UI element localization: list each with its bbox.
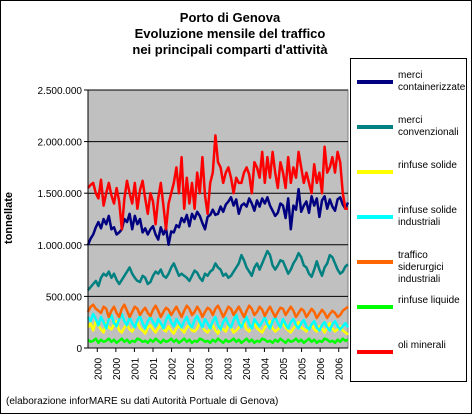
y-tick-label: 500.000 xyxy=(46,292,83,303)
legend-label: rinfuse solide xyxy=(398,160,457,171)
series-line-merci-containerizzate xyxy=(86,187,350,247)
x-tick-label: 2000 xyxy=(112,357,123,380)
x-tick-label: 2004 xyxy=(260,357,271,380)
series-line-merci-convenzionali xyxy=(87,249,349,292)
y-tick-label: 1.000.000 xyxy=(38,241,83,252)
x-tick-label: 2006 xyxy=(335,357,346,380)
x-tick-label: 2001 xyxy=(149,357,160,380)
x-axis: 2000 2000 2001 2001 2002 2002 2003 2003 2004 2004… xyxy=(88,347,348,380)
chart-legend: merci containerizzate merci convenzionali… xyxy=(350,58,467,382)
chart-title-line-1: Porto di Genova xyxy=(179,10,281,25)
legend-swatch xyxy=(357,215,393,219)
chart-title-line-3: nei principali comparti d'attività xyxy=(132,42,328,57)
legend-label: rinfuse solide industriali xyxy=(398,205,457,228)
y-tick-label: 2.500.000 xyxy=(38,86,83,97)
chart-title: Porto di Genova Evoluzione mensile del t… xyxy=(60,10,400,58)
x-tick-label: 2003 xyxy=(205,357,216,380)
legend-item: rinfuse liquide xyxy=(351,292,466,332)
x-tick-label: 2002 xyxy=(186,357,197,380)
legend-item: merci containerizzate xyxy=(351,67,466,107)
y-tick-label: 1.500.000 xyxy=(38,189,83,200)
legend-item: rinfuse solide xyxy=(351,157,466,197)
legend-label: oli minerali xyxy=(398,340,446,351)
x-tick-label: 2000 xyxy=(93,357,104,380)
legend-item: merci convenzionali xyxy=(351,112,466,152)
legend-label: merci containerizzate xyxy=(398,70,466,93)
legend-label: merci convenzionali xyxy=(398,115,459,138)
x-tick-label: 2004 xyxy=(242,357,253,380)
legend-item: rinfuse solide industriali xyxy=(351,202,466,242)
y-tick-label: 0 xyxy=(76,344,82,355)
legend-item: traffico siderurgici industriali xyxy=(351,247,466,287)
x-tick-label: 2005 xyxy=(279,357,290,380)
x-tick-label: 2002 xyxy=(168,357,179,380)
series-line-rinfuse-liquide xyxy=(87,337,349,345)
x-tick-label: 2001 xyxy=(130,357,141,380)
legend-label: rinfuse liquide xyxy=(398,295,460,306)
legend-swatch xyxy=(357,125,393,129)
legend-swatch xyxy=(357,305,393,309)
series-lines xyxy=(86,134,350,345)
x-tick-label: 2006 xyxy=(316,357,327,380)
series-line-oli-minerali xyxy=(87,134,348,231)
x-tick-label: 2005 xyxy=(298,357,309,380)
y-axis-label: tonnellate xyxy=(3,192,15,244)
gridlines xyxy=(88,89,348,297)
y-axis: 0 500.000 1.000.000 1.500.000 2.000.000 2.500… xyxy=(38,86,89,355)
series-line-rinfuse-solide xyxy=(86,319,349,336)
chart-title-line-2: Evoluzione mensile del traffico xyxy=(134,26,326,41)
legend-label: traffico siderurgici industriali xyxy=(398,250,444,285)
x-tick-label: 2003 xyxy=(223,357,234,380)
legend-swatch xyxy=(357,260,393,264)
legend-item: oli minerali xyxy=(351,337,466,377)
legend-swatch xyxy=(357,350,393,354)
chart-footnote: (elaborazione inforMARE su dati Autorità… xyxy=(6,396,279,407)
legend-swatch xyxy=(357,170,393,174)
y-tick-label: 2.000.000 xyxy=(38,138,83,149)
legend-swatch xyxy=(357,80,393,84)
series-line-traffico-siderurgici-industriali xyxy=(86,303,349,320)
series-line-rinfuse-solide-industriali xyxy=(86,312,350,332)
